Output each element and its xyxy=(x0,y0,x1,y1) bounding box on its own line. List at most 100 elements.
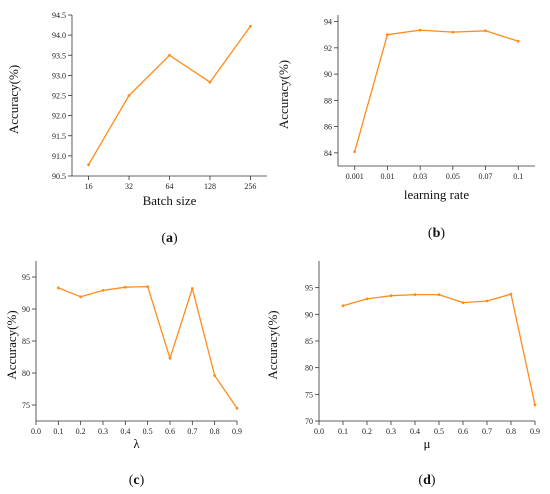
x-tick-label: 0.5 xyxy=(143,427,153,436)
caption-letter: a xyxy=(166,231,173,246)
data-point xyxy=(235,406,239,410)
x-tick-label: 0.9 xyxy=(530,427,540,436)
x-tick-label: 0.8 xyxy=(506,427,516,436)
x-tick-label: 0.5 xyxy=(434,427,444,436)
caption-letter: b xyxy=(433,226,441,241)
y-tick-label: 85 xyxy=(22,337,30,346)
data-point xyxy=(341,304,345,308)
caption-paren-open: ( xyxy=(418,473,423,488)
caption-paren-close: ) xyxy=(431,473,436,488)
y-tick-label: 95 xyxy=(22,273,30,282)
panel-caption: (c) xyxy=(129,473,145,488)
y-tick-label: 93.0 xyxy=(52,71,66,80)
y-tick-label: 80 xyxy=(22,369,30,378)
x-tick-label: 0.001 xyxy=(346,172,364,181)
x-tick-label: 0.1 xyxy=(53,427,63,436)
x-tick-label: 0.1 xyxy=(513,172,523,181)
caption-paren-open: ( xyxy=(161,231,166,246)
data-point xyxy=(418,28,422,32)
y-tick-label: 91.5 xyxy=(52,132,66,141)
chart-panel-d: 70 75 80 85 90 95 0.0 0.1 0.2 0.3 0.4 0.5 0.6 0.7 0.8 0… xyxy=(265,261,540,488)
caption-letter: d xyxy=(423,473,431,488)
x-tick-label: 0.3 xyxy=(386,427,396,436)
series-line xyxy=(88,25,251,166)
x-tick-label: 128 xyxy=(204,182,216,191)
data-point xyxy=(365,297,369,301)
x-tick-label: 0.9 xyxy=(232,427,242,436)
x-tick-label: 0.7 xyxy=(187,427,197,436)
x-tick-label: 16 xyxy=(85,182,93,191)
x-tick-label: 0.2 xyxy=(362,427,372,436)
y-axis-label: Accuracy(%) xyxy=(276,60,291,129)
data-point xyxy=(208,80,212,84)
x-tick-label: 256 xyxy=(244,182,256,191)
y-tick-label: 88 xyxy=(324,96,332,105)
y-tick-label: 95 xyxy=(305,284,313,293)
y-tick-label: 90 xyxy=(22,305,30,314)
x-axis-label: μ xyxy=(424,436,431,451)
data-point xyxy=(190,287,194,290)
x-tick-label: 32 xyxy=(125,182,133,191)
caption-paren-open: ( xyxy=(129,473,134,488)
caption-paren-close: ) xyxy=(173,231,178,246)
y-tick-label: 93.5 xyxy=(52,51,66,60)
series-line xyxy=(354,29,519,152)
y-tick-label: 92.5 xyxy=(52,92,66,101)
x-tick-label: 0.8 xyxy=(210,427,220,436)
x-axis-label: learning rate xyxy=(404,187,470,202)
caption-paren-close: ) xyxy=(440,226,445,241)
y-tick-label: 92.0 xyxy=(52,112,66,121)
y-tick-label: 90 xyxy=(305,310,313,319)
x-tick-label: 0.4 xyxy=(410,427,420,436)
x-tick-label: 64 xyxy=(166,182,174,191)
data-point xyxy=(79,295,83,299)
y-tick-label: 84 xyxy=(324,149,332,158)
data-point xyxy=(249,24,252,28)
chart-panel-b: 84 86 88 90 92 94 0.001 0.01 0.03 0.05 0.07 0.1 lear… xyxy=(276,15,535,241)
data-point xyxy=(461,301,465,304)
y-tick-label: 80 xyxy=(305,364,313,373)
y-tick-label: 85 xyxy=(305,337,313,346)
y-tick-label: 90 xyxy=(324,70,332,79)
series-line xyxy=(58,285,238,409)
data-point xyxy=(386,33,389,37)
x-tick-label: 0.07 xyxy=(479,172,493,181)
panel-caption: (a) xyxy=(161,231,178,246)
x-tick-label: 0.05 xyxy=(446,172,460,181)
data-point xyxy=(413,293,417,296)
y-tick-label: 86 xyxy=(324,123,332,132)
series-line xyxy=(342,293,536,406)
data-point xyxy=(168,356,172,360)
data-point xyxy=(451,30,455,34)
x-tick-label: 0.03 xyxy=(413,172,427,181)
data-point xyxy=(168,53,171,57)
x-tick-label: 0.0 xyxy=(31,427,41,436)
data-point xyxy=(56,286,60,290)
data-point xyxy=(127,94,131,97)
y-tick-label: 70 xyxy=(305,417,313,426)
y-tick-label: 75 xyxy=(22,401,30,410)
caption-paren-open: ( xyxy=(428,226,433,241)
data-point xyxy=(123,285,127,289)
caption-paren-close: ) xyxy=(140,473,145,488)
data-point xyxy=(484,29,487,33)
data-point xyxy=(353,150,357,154)
x-tick-label: 0.1 xyxy=(338,427,348,436)
y-tick-label: 94 xyxy=(324,18,332,27)
data-point xyxy=(87,163,90,167)
x-axis-label: λ xyxy=(133,436,140,451)
x-tick-label: 0.4 xyxy=(120,427,130,436)
y-axis-label: Accuracy(%) xyxy=(265,310,280,379)
x-tick-label: 0.3 xyxy=(98,427,108,436)
data-point xyxy=(213,374,217,377)
y-tick-label: 90.5 xyxy=(52,172,66,181)
x-tick-label: 0.2 xyxy=(76,427,86,436)
y-tick-label: 92 xyxy=(324,44,332,53)
y-tick-label: 91.0 xyxy=(52,152,66,161)
data-point xyxy=(533,403,537,407)
data-point xyxy=(146,285,150,288)
x-axis-label: Batch size xyxy=(143,193,197,208)
panel-caption: (b) xyxy=(428,226,445,241)
data-point xyxy=(509,292,513,296)
